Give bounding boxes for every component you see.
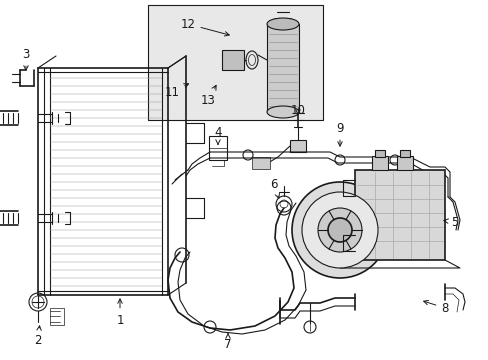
Bar — [371, 156, 387, 170]
Text: 13: 13 — [200, 85, 216, 107]
Bar — [399, 150, 409, 157]
Circle shape — [327, 218, 351, 242]
Ellipse shape — [266, 18, 298, 30]
Bar — [222, 50, 244, 70]
Text: 11: 11 — [164, 84, 188, 99]
Bar — [266, 24, 298, 112]
Text: 3: 3 — [22, 48, 30, 70]
Text: 8: 8 — [423, 300, 448, 315]
Bar — [148, 5, 323, 120]
Text: 7: 7 — [224, 333, 231, 351]
Text: 5: 5 — [443, 216, 458, 229]
Text: 12: 12 — [180, 18, 229, 36]
Circle shape — [317, 208, 361, 252]
Bar — [251, 157, 269, 169]
Bar — [374, 150, 384, 157]
Text: 2: 2 — [34, 326, 41, 346]
Bar — [354, 170, 444, 260]
Bar — [396, 156, 412, 170]
Text: 10: 10 — [290, 104, 305, 117]
Text: 4: 4 — [214, 126, 221, 144]
Ellipse shape — [266, 106, 298, 118]
Text: 6: 6 — [270, 177, 279, 198]
Circle shape — [302, 192, 377, 268]
Text: 9: 9 — [336, 122, 343, 146]
Bar — [289, 140, 305, 152]
Text: 1: 1 — [116, 299, 123, 327]
Circle shape — [291, 182, 387, 278]
Bar — [50, 308, 64, 325]
Bar — [208, 136, 226, 160]
